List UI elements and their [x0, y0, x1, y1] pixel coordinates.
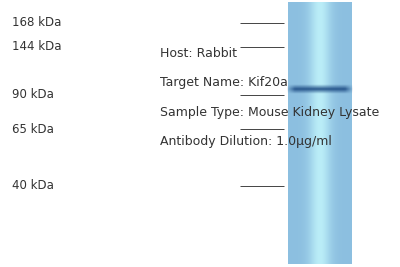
Text: Antibody Dilution: 1.0μg/ml: Antibody Dilution: 1.0μg/ml	[160, 135, 332, 148]
Text: Target Name: Kif20a: Target Name: Kif20a	[160, 76, 288, 89]
Text: Host: Rabbit: Host: Rabbit	[160, 47, 237, 60]
Text: Sample Type: Mouse Kidney Lysate: Sample Type: Mouse Kidney Lysate	[160, 106, 379, 119]
Text: 168 kDa: 168 kDa	[12, 16, 61, 29]
Text: 40 kDa: 40 kDa	[12, 179, 54, 192]
Text: 144 kDa: 144 kDa	[12, 40, 62, 53]
Text: 90 kDa: 90 kDa	[12, 88, 54, 101]
Text: 65 kDa: 65 kDa	[12, 123, 54, 136]
